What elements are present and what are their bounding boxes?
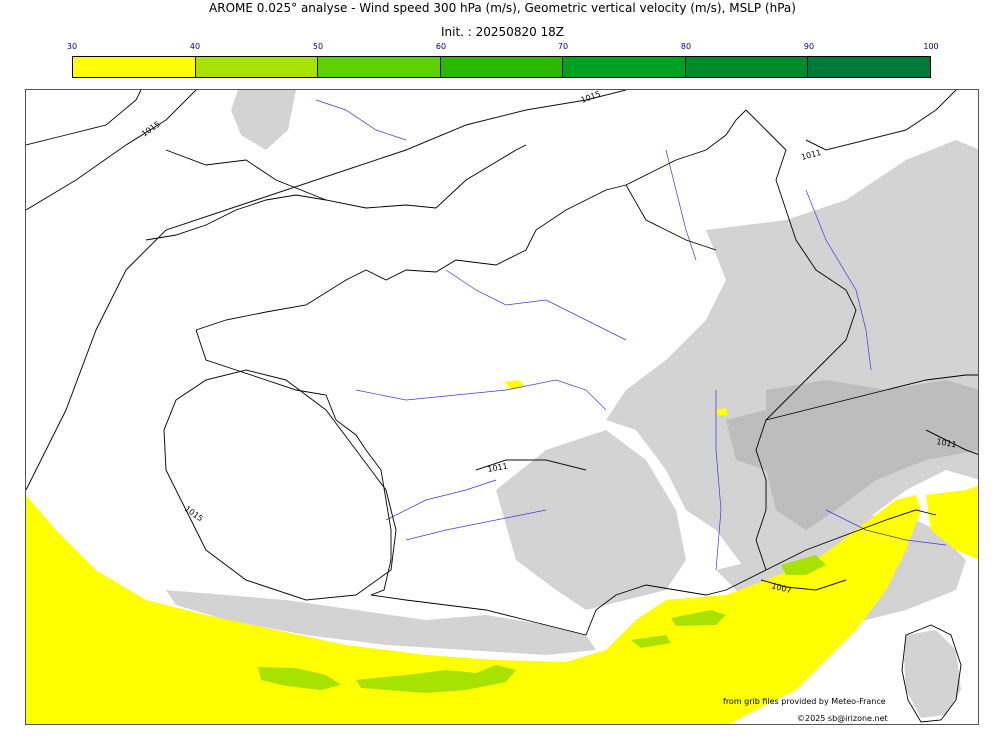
- river-rhine: [805, 189, 872, 371]
- wind-speed-area-40-50-pyrenees: [258, 667, 341, 690]
- border-east: [745, 109, 857, 571]
- coastline-liguria: [765, 509, 937, 571]
- river-loire: [355, 379, 607, 411]
- isobar-1007-liguria: [760, 579, 847, 591]
- border-swiss-italy: [765, 374, 978, 421]
- wind-speed-area-30-40-alps: [926, 485, 978, 560]
- map-canvas: 1015 1015 1011 1011 1015 1007 1011: [26, 90, 978, 724]
- colorbar-segment-40-50: [195, 57, 319, 77]
- isobar-label-alps: 1011: [936, 437, 958, 449]
- isobar-1011-alps: [925, 429, 978, 455]
- border-pyrenees: [370, 594, 587, 636]
- isobar-1015-west: [26, 90, 627, 491]
- isobar-label-north: 1015: [140, 120, 162, 139]
- vertical-velocity-dark: [726, 380, 978, 530]
- isobar-1011-east: [805, 90, 957, 151]
- coastline-brittany-channel: [195, 109, 747, 331]
- chart-title: AROME 0.025° analyse - Wind speed 300 hP…: [209, 1, 796, 15]
- isobar-label-center: 1011: [487, 462, 509, 474]
- isobar-1015-north: [26, 90, 197, 211]
- colorbar-tick-50: 50: [312, 42, 324, 51]
- rivers: [315, 99, 947, 571]
- river-seine: [445, 269, 627, 341]
- coastlines-borders: [26, 90, 978, 723]
- wind-speed-area-40-50-small: [631, 635, 671, 648]
- river-meuse: [665, 149, 697, 261]
- isobar-label-northeast: 1011: [800, 148, 822, 162]
- wind-speed-spot-center: [504, 380, 526, 390]
- colorbar-segment-90-100: [808, 57, 931, 77]
- colorbar-segment-50-60: [318, 57, 441, 77]
- shading-north-sea-area: [231, 90, 296, 150]
- colorbar-tick-60: 60: [435, 42, 447, 51]
- colorbar-tick-90: 90: [803, 42, 815, 51]
- colorbar-segment-30-40: [73, 57, 196, 77]
- dark-shading-jura: [726, 410, 786, 470]
- chart-subtitle: Init. : 20250820 18Z: [440, 25, 565, 39]
- coastline-mediterranean: [585, 569, 767, 636]
- colorbar-tick-80: 80: [680, 42, 692, 51]
- colorbar-tick-100: 100: [923, 42, 939, 51]
- river-dordogne: [405, 509, 547, 541]
- colorbar-tick-30: 30: [66, 42, 78, 51]
- river-garonne: [385, 479, 497, 521]
- credit-copyright: ©2025 sb@irizone.net: [797, 714, 888, 723]
- coastline-corsica: [901, 624, 962, 723]
- colorbar-segment-60-70: [440, 57, 564, 77]
- isobar-label-bay: 1015: [183, 504, 205, 523]
- shading-corsica: [904, 630, 961, 718]
- colorbar: [72, 56, 931, 78]
- map-panel[interactable]: 1015 1015 1011 1011 1015 1007 1011: [25, 89, 979, 725]
- wind-speed-area-40-50-mediterranean: [671, 610, 726, 626]
- isobar-1011-center: [475, 459, 587, 471]
- colorbar-segment-80-90: [685, 57, 809, 77]
- colorbar-tick-40: 40: [189, 42, 201, 51]
- border-belgium: [625, 184, 717, 251]
- colorbar-tick-70: 70: [557, 42, 569, 51]
- wind-speed-area-30-40-southwest: [26, 495, 921, 724]
- coastline-cornwall: [145, 194, 327, 241]
- river-rhone: [715, 390, 722, 571]
- dark-shading-alps: [766, 380, 978, 530]
- wind-speed-areas: [26, 380, 978, 724]
- coastline-atlantic: [195, 329, 392, 596]
- isobar-1015-bay: [163, 369, 397, 601]
- credit-source: from grib files provided by Meteo-France: [723, 697, 886, 706]
- wind-speed-area-40-50-south: [356, 665, 516, 693]
- river-thames: [315, 99, 407, 141]
- wind-speed-spot-east: [716, 408, 728, 416]
- shading-pyrenees-strip: [166, 590, 596, 655]
- coastline-england: [26, 90, 527, 209]
- river-po: [825, 509, 947, 546]
- isobar-label-top: 1015: [580, 90, 602, 105]
- wind-speed-area-40-50-liguria: [781, 555, 826, 575]
- colorbar-segment-70-80: [563, 57, 686, 77]
- isobars: [26, 90, 978, 601]
- shading-central-massif: [496, 430, 686, 610]
